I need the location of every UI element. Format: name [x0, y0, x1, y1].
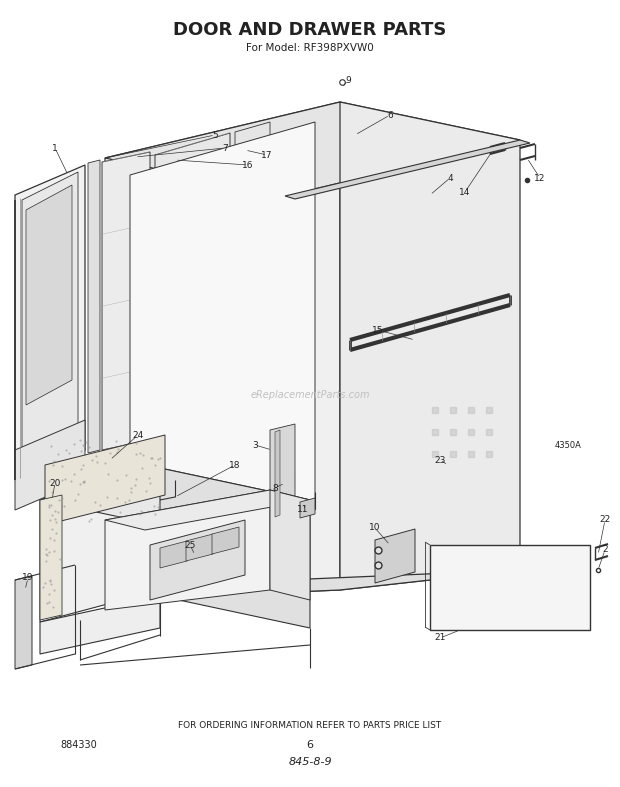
- Text: 17: 17: [261, 150, 273, 160]
- Text: 24: 24: [133, 430, 144, 439]
- Text: 21: 21: [435, 634, 446, 642]
- Text: 11: 11: [297, 505, 309, 515]
- Polygon shape: [270, 490, 310, 600]
- Polygon shape: [102, 152, 150, 450]
- Text: 7: 7: [222, 143, 228, 153]
- Polygon shape: [15, 420, 85, 510]
- Text: 16: 16: [242, 161, 254, 169]
- Text: 25: 25: [184, 541, 196, 549]
- Polygon shape: [340, 102, 520, 590]
- Polygon shape: [105, 102, 340, 600]
- Text: 12: 12: [534, 173, 546, 183]
- Text: 18: 18: [229, 460, 241, 470]
- Polygon shape: [300, 498, 315, 518]
- Polygon shape: [186, 534, 213, 561]
- Polygon shape: [285, 140, 530, 199]
- Polygon shape: [22, 172, 78, 472]
- Polygon shape: [26, 185, 72, 405]
- Polygon shape: [235, 122, 270, 405]
- Text: 4350A: 4350A: [555, 441, 582, 449]
- Polygon shape: [105, 570, 520, 600]
- Polygon shape: [105, 490, 270, 610]
- Text: eReplacementParts.com: eReplacementParts.com: [250, 390, 370, 400]
- Text: 4: 4: [447, 173, 453, 183]
- Text: 20: 20: [50, 478, 61, 487]
- Polygon shape: [155, 133, 230, 437]
- Text: 10: 10: [370, 523, 381, 533]
- Polygon shape: [40, 468, 310, 532]
- Text: 15: 15: [372, 326, 384, 334]
- Text: 22: 22: [600, 515, 611, 524]
- Text: 8: 8: [272, 483, 278, 493]
- Polygon shape: [275, 430, 280, 517]
- Text: 23: 23: [435, 456, 446, 464]
- Polygon shape: [212, 527, 239, 554]
- Polygon shape: [40, 468, 160, 622]
- Polygon shape: [105, 102, 520, 196]
- Text: 884330: 884330: [60, 740, 97, 750]
- Text: FOR ORDERING INFORMATION REFER TO PARTS PRICE LIST: FOR ORDERING INFORMATION REFER TO PARTS …: [179, 721, 441, 730]
- Text: 845-8-9: 845-8-9: [288, 757, 332, 767]
- Polygon shape: [88, 160, 100, 453]
- Polygon shape: [430, 545, 590, 630]
- Text: DOOR AND DRAWER PARTS: DOOR AND DRAWER PARTS: [174, 21, 446, 39]
- Text: 2: 2: [602, 545, 608, 555]
- Polygon shape: [160, 541, 187, 568]
- Polygon shape: [160, 468, 310, 628]
- Text: 9: 9: [345, 76, 351, 84]
- Text: For Model: RF398PXVW0: For Model: RF398PXVW0: [246, 43, 374, 53]
- Polygon shape: [130, 122, 315, 560]
- Text: 6: 6: [387, 110, 393, 120]
- Polygon shape: [40, 495, 62, 620]
- Text: 14: 14: [459, 187, 471, 197]
- Polygon shape: [45, 435, 165, 525]
- Text: 5: 5: [212, 131, 218, 139]
- Text: 19: 19: [22, 574, 33, 582]
- Polygon shape: [40, 596, 160, 654]
- Text: 6: 6: [306, 740, 314, 750]
- Polygon shape: [150, 520, 245, 600]
- Text: 3: 3: [252, 441, 258, 449]
- Polygon shape: [105, 490, 310, 530]
- Polygon shape: [270, 424, 295, 516]
- Polygon shape: [375, 529, 415, 583]
- Polygon shape: [15, 165, 85, 480]
- Polygon shape: [15, 576, 32, 669]
- Text: 1: 1: [52, 143, 58, 153]
